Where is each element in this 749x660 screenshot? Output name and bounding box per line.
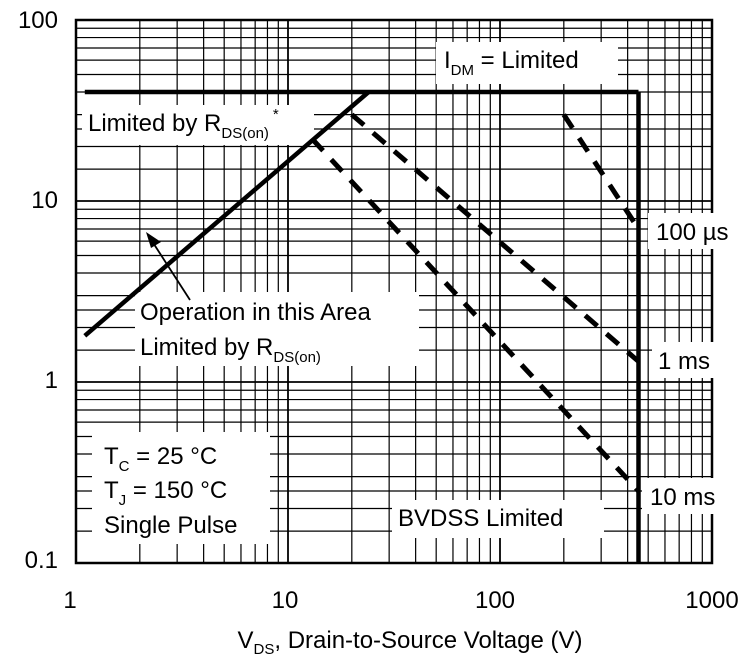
label-100us: 100 µs <box>656 219 729 246</box>
x-tick-10: 10 <box>272 587 299 614</box>
series-line-4 <box>350 112 641 364</box>
annotation-arrow <box>149 237 191 301</box>
annotation-bvdss: BVDSS Limited <box>398 505 563 532</box>
condition-tc: TC = 25 °C <box>104 443 217 475</box>
x-tick-100: 100 <box>475 587 515 614</box>
annotation-operation-line1: Operation in this Area <box>140 299 371 326</box>
annotation-limited-rds: Limited by RDS(on)* <box>88 106 279 142</box>
y-tick-0.1: 0.1 <box>25 547 58 574</box>
label-1ms: 1 ms <box>658 348 710 375</box>
series-line-3 <box>310 137 641 493</box>
arrowhead-icon <box>146 232 161 248</box>
x-tick-1: 1 <box>63 587 76 614</box>
y-tick-1: 1 <box>45 367 58 394</box>
series-line-5 <box>561 113 641 231</box>
x-tick-1000: 1000 <box>685 587 738 614</box>
label-10ms: 10 ms <box>650 484 715 511</box>
y-tick-100: 100 <box>18 7 58 34</box>
series-line-0 <box>83 90 371 338</box>
x-axis-label: VDS, Drain-to-Source Voltage (V) <box>238 627 583 658</box>
y-tick-10: 10 <box>31 187 58 214</box>
condition-tj: TJ = 150 °C <box>104 477 227 509</box>
annotation-operation-line2: Limited by RDS(on) <box>140 334 321 366</box>
series-lines <box>83 89 641 563</box>
condition-pulse: Single Pulse <box>104 512 237 539</box>
annotation-idm-limited: IDM = Limited <box>444 47 579 79</box>
plot-frame <box>74 18 714 565</box>
